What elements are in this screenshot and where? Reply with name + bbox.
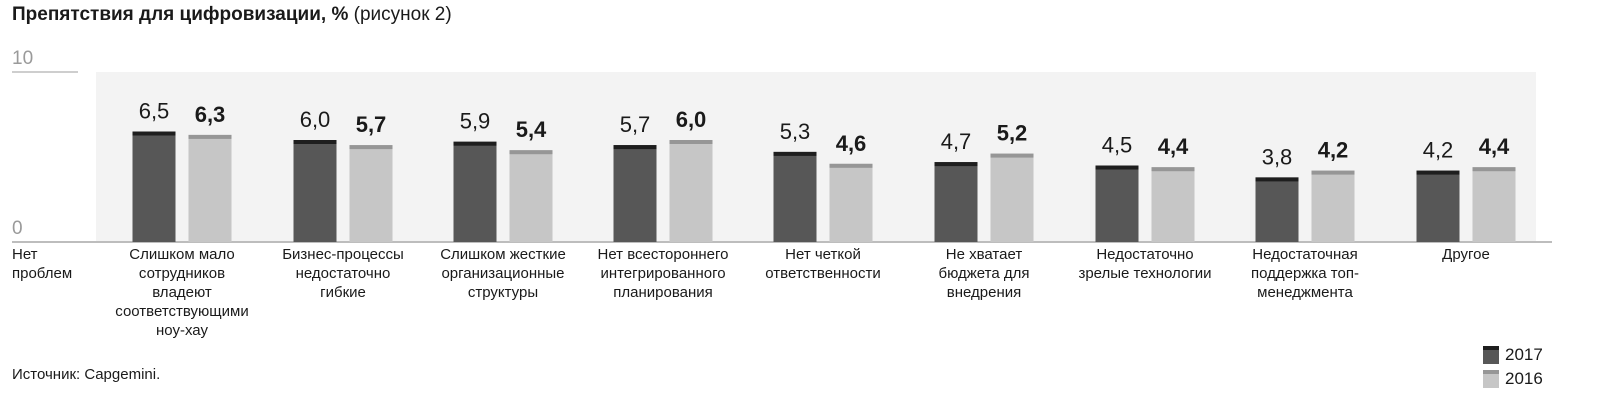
data-label-2017-6: 4,7 (941, 129, 972, 154)
data-label-2017-4: 5,7 (620, 112, 651, 137)
bar-2017-3 (453, 141, 497, 242)
data-label-2016-4: 6,0 (676, 107, 707, 132)
legend-swatch-2017 (1483, 346, 1499, 364)
bar-2016-5 (829, 163, 873, 242)
bar-2016-6 (990, 153, 1034, 242)
category-label-3: Слишком жесткие организационные структуры (440, 246, 566, 301)
bar-2016-8 (1311, 170, 1355, 242)
bar-2017-7 (1095, 165, 1139, 242)
category-label-8: Недостаточная поддержка топ-менеджмента (1251, 246, 1359, 301)
bar-cap-2016-2 (349, 145, 393, 150)
bar-cap-2017-7 (1095, 165, 1139, 170)
category-label-6: Не хватает бюджета для внедрения (939, 246, 1030, 301)
legend-label-2017: 2017 (1505, 345, 1543, 364)
category-label-4: Нет всестороннего интегрированного планиро… (598, 246, 729, 301)
data-label-2017-5: 5,3 (780, 119, 811, 144)
data-label-2016-5: 4,6 (836, 131, 867, 156)
bar-2016-9 (1472, 167, 1516, 242)
legend-item-2017: 2017 (1483, 345, 1543, 365)
bar-2017-5 (773, 151, 817, 242)
bar-cap-2017-6 (934, 162, 978, 167)
data-label-2016-1: 6,3 (195, 102, 226, 127)
bar-cap-2016-4 (669, 140, 713, 144)
legend-label-2016: 2016 (1505, 369, 1543, 388)
chart-title: Препятствия для цифровизации, % (рисунок… (12, 4, 452, 26)
data-label-2016-8: 4,2 (1318, 138, 1349, 163)
data-label-2017-3: 5,9 (460, 109, 491, 134)
y-tick-label-top: 10 (12, 48, 33, 69)
bar-2016-4 (669, 140, 713, 242)
bar-cap-2016-8 (1311, 170, 1355, 175)
bar-cap-2017-4 (613, 145, 657, 150)
chart-title-main: Препятствия для цифровизации, % (12, 4, 349, 25)
category-label-5: Нет четкой ответственности (765, 246, 880, 282)
bar-2017-4 (613, 145, 657, 242)
category-label-2: Бизнес-процессы недостаточно гибкие (282, 246, 404, 301)
category-label-1: Слишком мало сотрудников владеют соответств… (115, 246, 248, 339)
legend-item-2016: 2016 (1483, 369, 1543, 389)
data-label-2017-1: 6,5 (139, 99, 170, 124)
category-label-0: Нет проблем (12, 246, 72, 282)
bar-2016-2 (349, 145, 393, 242)
bar-cap-2016-6 (990, 153, 1034, 158)
bar-cap-2016-7 (1151, 167, 1195, 172)
bar-2017-6 (934, 162, 978, 242)
bar-cap-2017-3 (453, 141, 497, 146)
data-label-2016-7: 4,4 (1158, 134, 1189, 159)
bar-2017-2 (293, 140, 337, 242)
data-label-2016-2: 5,7 (356, 112, 387, 137)
data-label-2017-9: 4,2 (1423, 138, 1454, 163)
bar-2016-3 (509, 150, 553, 242)
data-label-2017-2: 6,0 (300, 107, 331, 132)
data-label-2016-6: 5,2 (997, 121, 1028, 146)
data-label-2017-7: 4,5 (1102, 133, 1133, 158)
bar-cap-2017-1 (132, 131, 176, 136)
bar-cap-2016-5 (829, 163, 873, 168)
bar-cap-2017-2 (293, 140, 337, 144)
category-label-9: Другое (1442, 246, 1490, 263)
bar-cap-2017-8 (1255, 177, 1299, 182)
data-label-2016-3: 5,4 (516, 117, 547, 142)
data-label-2017-8: 3,8 (1262, 144, 1293, 169)
bar-2017-8 (1255, 177, 1299, 242)
y-tick-label-bottom: 0 (12, 218, 23, 239)
bar-cap-2016-9 (1472, 167, 1516, 172)
legend-swatch-2016 (1483, 370, 1499, 388)
bar-cap-2016-1 (188, 134, 232, 139)
bar-cap-2017-5 (773, 151, 817, 156)
data-label-2016-9: 4,4 (1479, 134, 1510, 159)
bar-2017-9 (1416, 170, 1460, 242)
bar-2017-1 (132, 131, 176, 242)
bar-2016-1 (188, 134, 232, 242)
source-note: Источник: Capgemini. (12, 366, 161, 383)
bar-2016-7 (1151, 167, 1195, 242)
chart-title-sub: (рисунок 2) (353, 4, 452, 25)
category-label-7: Недостаточно зрелые технологии (1078, 246, 1211, 282)
bar-cap-2017-9 (1416, 170, 1460, 175)
bar-cap-2016-3 (509, 150, 553, 155)
